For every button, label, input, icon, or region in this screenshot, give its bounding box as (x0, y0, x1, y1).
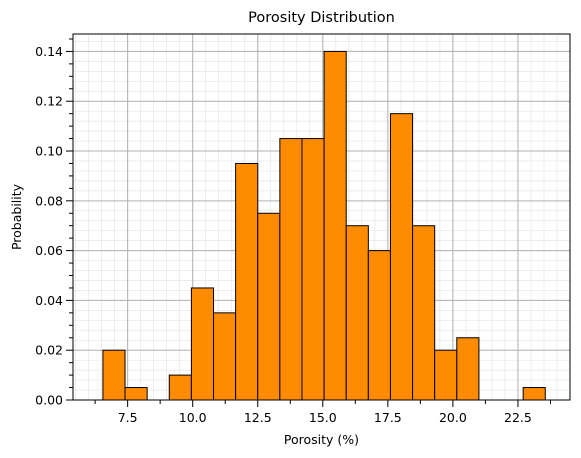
x-tick-label: 22.5 (504, 410, 532, 425)
histogram-bar (279, 138, 303, 401)
x-tick-label: 17.5 (374, 410, 402, 425)
chart-title: Porosity Distribution (248, 10, 395, 26)
histogram-bar (235, 162, 259, 401)
y-axis-ticks: 0.00 0.02 0.04 0.06 0.08 0.10 0.12 0.14 (35, 38, 73, 408)
y-tick-label: 0.10 (35, 144, 63, 159)
histogram-bar (168, 374, 192, 401)
x-axis-label: Porosity (%) (284, 432, 359, 447)
histogram-bar (102, 349, 126, 401)
histogram-bar (434, 349, 458, 401)
x-axis-ticks: 7.5 10.0 12.5 15.0 17.5 20.0 22.5 (94, 400, 551, 425)
y-tick-label: 0.08 (35, 193, 63, 208)
x-tick-label: 15.0 (309, 410, 337, 425)
x-tick-label: 10.0 (179, 410, 207, 425)
x-tick-label: 7.5 (118, 410, 138, 425)
plot-frame (72, 33, 571, 401)
histogram-bar (213, 312, 237, 401)
y-axis-label: Probability (9, 183, 24, 250)
y-tick-label: 0.14 (35, 44, 63, 59)
histogram-bar (412, 225, 436, 401)
bars-group (102, 50, 546, 401)
x-tick-label: 20.0 (439, 410, 467, 425)
y-tick-label: 0.00 (35, 393, 63, 408)
histogram-bar (301, 138, 325, 401)
histogram-bar (522, 387, 546, 401)
histogram-bar (367, 250, 391, 401)
histogram-bar (190, 287, 215, 401)
y-tick-label: 0.04 (35, 293, 63, 308)
y-tick-label: 0.12 (35, 94, 63, 109)
x-tick-label: 12.5 (244, 410, 272, 425)
histogram-bar (124, 387, 148, 401)
histogram-bar (389, 113, 414, 401)
histogram-bar (323, 50, 347, 401)
y-tick-label: 0.06 (35, 243, 63, 258)
histogram-bar (345, 225, 369, 401)
y-tick-label: 0.02 (35, 343, 63, 358)
histogram-bar (456, 337, 480, 401)
histogram-bar (257, 212, 281, 401)
